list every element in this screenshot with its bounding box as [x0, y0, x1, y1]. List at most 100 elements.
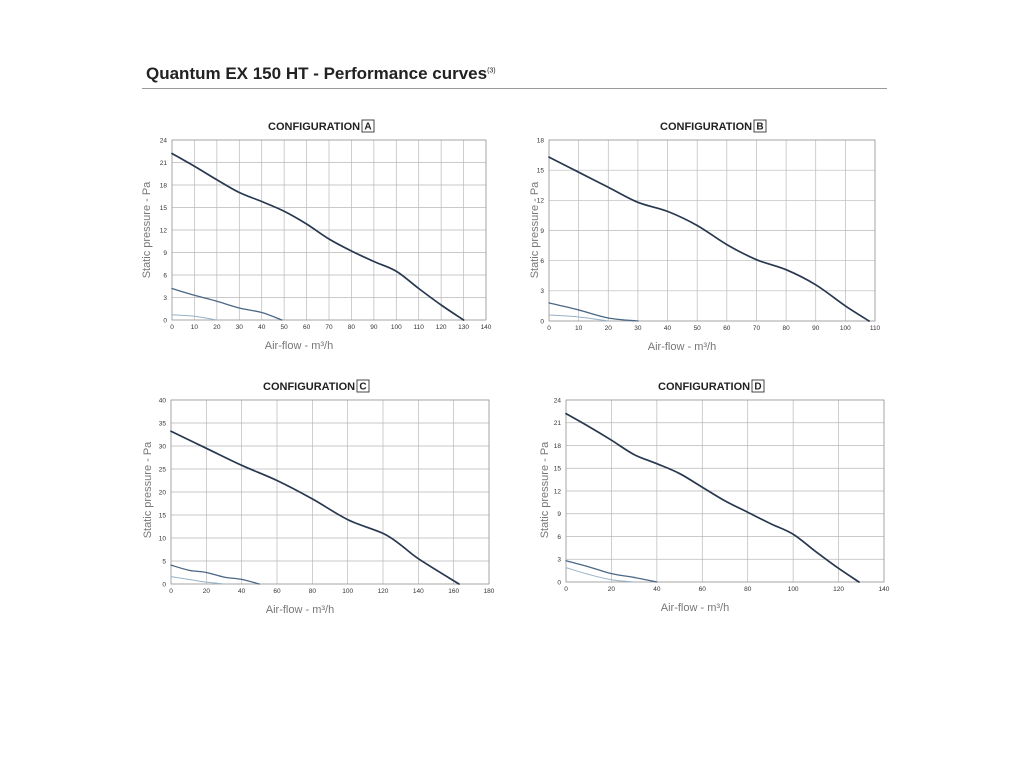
x-tick-label: 100: [840, 325, 851, 332]
page-title-note: (3): [487, 67, 496, 75]
y-axis-label: Static pressure - Pa: [529, 181, 541, 278]
page-title-text: Quantum EX 150 HT - Performance curves: [146, 64, 488, 83]
y-tick-label: 5: [162, 558, 166, 565]
y-tick-label: 18: [160, 182, 168, 189]
x-tick-label: 30: [236, 324, 244, 331]
y-tick-label: 10: [159, 535, 167, 542]
x-tick-label: 100: [342, 588, 353, 595]
series-line-1: [548, 156, 870, 322]
y-tick-label: 12: [160, 227, 168, 234]
series-line-1: [170, 430, 460, 585]
y-tick-label: 15: [537, 167, 545, 174]
plot-frame: [548, 139, 876, 322]
x-tick-label: 30: [634, 325, 642, 332]
x-tick-label: 110: [870, 325, 881, 332]
y-tick-label: 21: [160, 160, 168, 167]
y-tick-label: 40: [159, 397, 167, 404]
config-letter: D: [754, 382, 761, 393]
x-axis-label: Air-flow - m³/h: [266, 604, 334, 616]
y-tick-label: 12: [554, 488, 562, 495]
x-tick-label: 60: [273, 588, 281, 595]
chart-title: CONFIGURATION: [658, 381, 750, 393]
x-tick-label: 90: [370, 324, 378, 331]
series-line-1: [171, 152, 465, 321]
y-tick-label: 24: [554, 397, 562, 404]
x-tick-label: 0: [169, 588, 173, 595]
x-tick-label: 10: [191, 324, 199, 331]
series-line-2: [565, 560, 658, 583]
x-tick-label: 40: [653, 586, 661, 593]
chart-title: CONFIGURATION: [263, 381, 355, 393]
title-divider: [142, 88, 887, 89]
y-tick-label: 6: [540, 258, 544, 265]
y-tick-label: 0: [557, 579, 561, 586]
y-tick-label: 9: [557, 511, 561, 518]
series-line-3: [170, 576, 225, 585]
x-tick-label: 120: [378, 588, 389, 595]
y-tick-label: 0: [162, 581, 166, 588]
series-line-3: [171, 314, 218, 321]
y-tick-label: 25: [159, 466, 167, 473]
x-tick-label: 20: [608, 586, 616, 593]
chart-svg: CONFIGURATION B 0 10 20 30 40 50 60 70 80 90 100 110 0…: [529, 119, 881, 353]
x-tick-label: 110: [414, 324, 425, 331]
chart-svg: CONFIGURATION C 0 20 40 60 80 100 120 140 160 180 0 5…: [142, 379, 495, 616]
x-tick-label: 140: [879, 586, 890, 593]
y-tick-label: 6: [163, 272, 167, 279]
config-letter: A: [364, 122, 371, 133]
x-tick-label: 120: [833, 586, 844, 593]
x-tick-label: 20: [203, 588, 211, 595]
x-axis-label: Air-flow - m³/h: [648, 341, 716, 353]
y-tick-label: 35: [159, 420, 167, 427]
x-tick-label: 80: [309, 588, 317, 595]
x-tick-label: 40: [258, 324, 266, 331]
x-tick-label: 140: [413, 588, 424, 595]
chart-panel-d: CONFIGURATION D 0 20 40 60 80 100 120 140 0 3 6 9 12 15…: [524, 372, 890, 614]
y-tick-label: 20: [159, 489, 167, 496]
x-tick-label: 10: [575, 325, 583, 332]
y-tick-label: 9: [540, 228, 544, 235]
x-tick-label: 20: [605, 325, 613, 332]
y-tick-label: 24: [160, 137, 168, 144]
chart-panel-a: CONFIGURATION A 0 10 20 30 40 50 60 70 80 90 100 110 1…: [132, 112, 492, 352]
y-tick-label: 3: [557, 557, 561, 564]
x-tick-label: 20: [213, 324, 221, 331]
chart-svg: CONFIGURATION D 0 20 40 60 80 100 120 140 0 3 6 9 12 15…: [539, 379, 890, 614]
chart-panel-c: CONFIGURATION C 0 20 40 60 80 100 120 140 160 180 0 5…: [132, 372, 495, 616]
series-line-2: [171, 287, 283, 321]
y-tick-label: 9: [163, 250, 167, 257]
x-tick-label: 100: [391, 324, 402, 331]
chart-svg: CONFIGURATION A0 10 20 30 40 50 60 70 80 90 100 110 1…: [141, 119, 492, 352]
x-tick-label: 180: [484, 588, 495, 595]
y-tick-label: 18: [554, 443, 562, 450]
series-line-2: [170, 564, 260, 585]
x-tick-label: 0: [547, 325, 551, 332]
x-tick-label: 140: [481, 324, 492, 331]
x-tick-label: 160: [448, 588, 459, 595]
x-tick-label: 40: [238, 588, 246, 595]
x-tick-label: 40: [664, 325, 672, 332]
x-tick-label: 70: [325, 324, 333, 331]
y-tick-label: 15: [159, 512, 167, 519]
plot-frame: [565, 399, 885, 583]
plot-frame: [171, 139, 487, 321]
series-line-3: [548, 314, 609, 322]
config-letter-box: [356, 379, 370, 393]
x-tick-label: 80: [782, 325, 790, 332]
series-line-2: [548, 302, 639, 322]
chart-title: CONFIGURATION: [268, 121, 360, 133]
x-tick-label: 60: [699, 586, 707, 593]
y-axis-label: Static pressure - Pa: [141, 181, 153, 278]
chart-panel-b: CONFIGURATION B 0 10 20 30 40 50 60 70 80 90 100 110 0…: [524, 112, 884, 353]
x-tick-label: 60: [723, 325, 731, 332]
x-tick-label: 80: [744, 586, 752, 593]
y-tick-label: 18: [537, 137, 545, 144]
plot-frame: [170, 399, 490, 585]
y-tick-label: 3: [163, 295, 167, 302]
x-axis-label: Air-flow - m³/h: [661, 602, 729, 614]
y-axis-label: Static pressure - Pa: [539, 441, 551, 538]
config-letter-box: [753, 119, 767, 133]
y-tick-label: 3: [540, 288, 544, 295]
y-tick-label: 12: [537, 198, 545, 205]
y-tick-label: 30: [159, 443, 167, 450]
